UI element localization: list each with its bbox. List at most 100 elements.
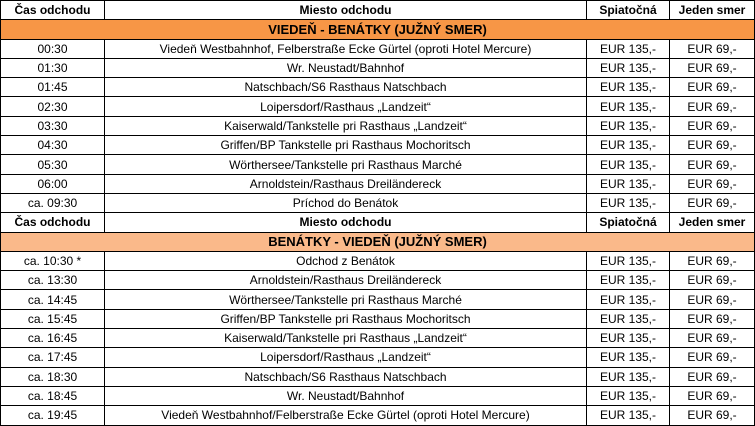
- header-time: Čas odchodu: [0, 212, 105, 233]
- time-cell: 05:30: [0, 154, 105, 175]
- oneway-cell: EUR 69,-: [669, 385, 755, 407]
- return-cell: EUR 135,-: [586, 77, 670, 98]
- oneway-cell: EUR 69,-: [669, 405, 755, 426]
- time-cell: 00:30: [0, 38, 105, 59]
- table-row: ca. 17:45 Loipersdorf/Rasthaus „Landzeit“…: [0, 347, 755, 368]
- oneway-cell: EUR 69,-: [669, 135, 755, 156]
- place-cell: Griffen/BP Tankstelle pri Rasthaus Mocho…: [104, 135, 587, 156]
- return-cell: EUR 135,-: [586, 405, 670, 426]
- place-cell: Arnoldstein/Rasthaus Dreiländereck: [104, 270, 587, 291]
- time-cell: ca. 13:30: [0, 270, 105, 291]
- table-row: 01:30 Wr. Neustadt/Bahnhof EUR 135,- EUR 69…: [0, 57, 755, 79]
- header-time: Čas odchodu: [0, 0, 105, 21]
- section-title: VIEDEŇ - BENÁTKY (JUŽNÝ SMER): [0, 19, 755, 40]
- header-place: Miesto odchodu: [104, 212, 587, 233]
- section-title: BENÁTKY - VIEDEŇ (JUŽNÝ SMER): [0, 231, 755, 252]
- table-row: ca. 18:30 Natschbach/S6 Rasthaus Natschba…: [0, 366, 755, 387]
- time-cell: 04:30: [0, 135, 105, 156]
- table-row: 01:45 Natschbach/S6 Rasthaus Natschbach EU…: [0, 77, 755, 98]
- header-oneway: Jeden smer: [669, 212, 755, 233]
- place-cell: Wörthersee/Tankstelle pri Rasthaus March…: [104, 154, 587, 175]
- oneway-cell: EUR 69,-: [669, 57, 755, 79]
- place-cell: Viedeň Westbahnhof, Felberstraße Ecke Gü…: [104, 38, 587, 59]
- return-cell: EUR 135,-: [586, 57, 670, 79]
- oneway-cell: EUR 69,-: [669, 366, 755, 387]
- return-cell: EUR 135,-: [586, 38, 670, 59]
- time-cell: ca. 09:30: [0, 192, 105, 214]
- oneway-cell: EUR 69,-: [669, 308, 755, 330]
- table-row: 06:00 Arnoldstein/Rasthaus Dreiländereck E…: [0, 173, 755, 194]
- place-cell: Wörthersee/Tankstelle pri Rasthaus March…: [104, 289, 587, 310]
- return-cell: EUR 135,-: [586, 385, 670, 407]
- table-row: ca. 09:30 Príchod do Benátok EUR 135,- EUR …: [0, 192, 755, 214]
- return-cell: EUR 135,-: [586, 289, 670, 310]
- header-oneway: Jeden smer: [669, 0, 755, 21]
- header-place: Miesto odchodu: [104, 0, 587, 21]
- return-cell: EUR 135,-: [586, 135, 670, 156]
- table-row: ca. 16:45 Kaiserwald/Tankstelle pri Rasth…: [0, 328, 755, 349]
- place-cell: Viedeň Westbahnhof/Felberstraße Ecke Gür…: [104, 405, 587, 426]
- time-cell: 03:30: [0, 115, 105, 137]
- oneway-cell: EUR 69,-: [669, 347, 755, 368]
- table-row: ca. 13:30 Arnoldstein/Rasthaus Dreiländer…: [0, 270, 755, 291]
- return-cell: EUR 135,-: [586, 328, 670, 349]
- section-title-row: VIEDEŇ - BENÁTKY (JUŽNÝ SMER): [0, 19, 755, 40]
- place-cell: Odchod z Benátok: [104, 250, 587, 272]
- return-cell: EUR 135,-: [586, 347, 670, 368]
- return-cell: EUR 135,-: [586, 192, 670, 214]
- place-cell: Loipersdorf/Rasthaus „Landzeit“: [104, 347, 587, 368]
- place-cell: Wr. Neustadt/Bahnhof: [104, 385, 587, 407]
- return-cell: EUR 135,-: [586, 154, 670, 175]
- return-cell: EUR 135,-: [586, 270, 670, 291]
- return-cell: EUR 135,-: [586, 366, 670, 387]
- table-row: ca. 15:45 Griffen/BP Tankstelle pri Rasth…: [0, 308, 755, 330]
- time-cell: ca. 17:45: [0, 347, 105, 368]
- table-row: ca. 18:45 Wr. Neustadt/Bahnhof EUR 135,- EU…: [0, 385, 755, 407]
- table-row: 04:30 Griffen/BP Tankstelle pri Rasthaus …: [0, 135, 755, 156]
- return-cell: EUR 135,-: [586, 308, 670, 330]
- place-cell: Kaiserwald/Tankstelle pri Rasthaus „Land…: [104, 328, 587, 349]
- header-return: Spiatočná: [586, 212, 670, 233]
- table-row: ca. 14:45 Wörthersee/Tankstelle pri Rasth…: [0, 289, 755, 310]
- time-cell: ca. 18:45: [0, 385, 105, 407]
- time-cell: 01:30: [0, 57, 105, 79]
- oneway-cell: EUR 69,-: [669, 289, 755, 310]
- time-cell: 01:45: [0, 77, 105, 98]
- time-cell: ca. 14:45: [0, 289, 105, 310]
- oneway-cell: EUR 69,-: [669, 173, 755, 194]
- oneway-cell: EUR 69,-: [669, 270, 755, 291]
- place-cell: Natschbach/S6 Rasthaus Natschbach: [104, 366, 587, 387]
- header-row: Čas odchodu Miesto odchodu Spiatočná Jeden …: [0, 0, 755, 21]
- return-cell: EUR 135,-: [586, 96, 670, 117]
- table-row: 00:30 Viedeň Westbahnhof, Felberstraße Ec…: [0, 38, 755, 59]
- place-cell: Príchod do Benátok: [104, 192, 587, 214]
- oneway-cell: EUR 69,-: [669, 192, 755, 214]
- oneway-cell: EUR 69,-: [669, 154, 755, 175]
- table-row: ca. 19:45 Viedeň Westbahnhof/Felberstraße…: [0, 405, 755, 426]
- header-row: Čas odchodu Miesto odchodu Spiatočná Jeden …: [0, 212, 755, 233]
- table-row: 03:30 Kaiserwald/Tankstelle pri Rasthaus …: [0, 115, 755, 137]
- table-row: ca. 10:30 * Odchod z Benátok EUR 135,- EUR …: [0, 250, 755, 272]
- table-row: 02:30 Loipersdorf/Rasthaus „Landzeit“ EUR …: [0, 96, 755, 117]
- place-cell: Wr. Neustadt/Bahnhof: [104, 57, 587, 79]
- time-cell: 06:00: [0, 173, 105, 194]
- time-cell: ca. 18:30: [0, 366, 105, 387]
- place-cell: Griffen/BP Tankstelle pri Rasthaus Mocho…: [104, 308, 587, 330]
- time-cell: ca. 15:45: [0, 308, 105, 330]
- time-cell: ca. 16:45: [0, 328, 105, 349]
- section-title-row: BENÁTKY - VIEDEŇ (JUŽNÝ SMER): [0, 231, 755, 252]
- place-cell: Kaiserwald/Tankstelle pri Rasthaus „Land…: [104, 115, 587, 137]
- time-cell: ca. 19:45: [0, 405, 105, 426]
- oneway-cell: EUR 69,-: [669, 77, 755, 98]
- oneway-cell: EUR 69,-: [669, 38, 755, 59]
- return-cell: EUR 135,-: [586, 173, 670, 194]
- place-cell: Loipersdorf/Rasthaus „Landzeit“: [104, 96, 587, 117]
- return-cell: EUR 135,-: [586, 115, 670, 137]
- time-cell: 02:30: [0, 96, 105, 117]
- place-cell: Natschbach/S6 Rasthaus Natschbach: [104, 77, 587, 98]
- table-row: 05:30 Wörthersee/Tankstelle pri Rasthaus …: [0, 154, 755, 175]
- header-return: Spiatočná: [586, 0, 670, 21]
- time-cell: ca. 10:30 *: [0, 250, 105, 272]
- oneway-cell: EUR 69,-: [669, 328, 755, 349]
